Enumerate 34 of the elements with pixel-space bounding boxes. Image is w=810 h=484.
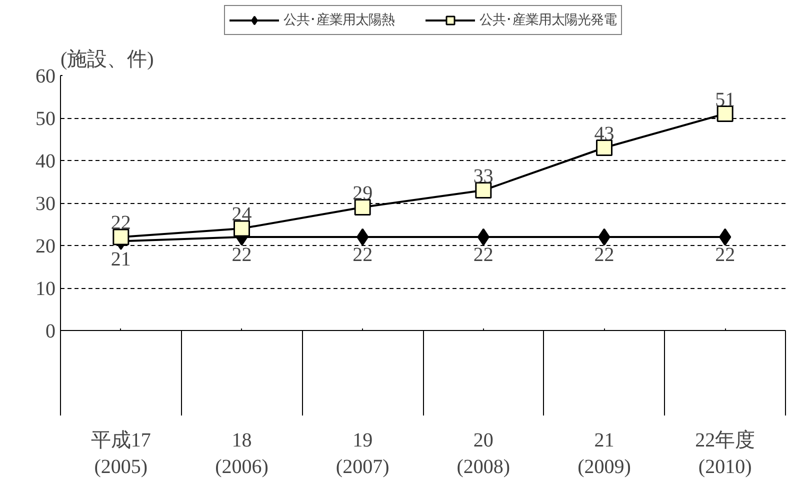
point [475, 182, 492, 198]
x-tick-label: 19 (2007) [336, 430, 390, 478]
point [354, 199, 371, 216]
y-tick-label: 40 [36, 150, 56, 172]
legend-label: 公共･産業用太陽熱 [284, 11, 394, 29]
x-tick-label: 21 (2009) [578, 430, 631, 478]
data-label: 21 [110, 248, 131, 270]
point [716, 106, 734, 122]
legend-label: 公共･産業用太陽光発電 [480, 11, 616, 29]
x-tick-label: 22年度 (2010) [695, 430, 756, 478]
x-tick-label: 平成17 (2005) [90, 430, 151, 478]
data-label: 29 [352, 182, 373, 204]
data-label: 22 [110, 212, 131, 234]
point [112, 228, 130, 246]
data-label: 43 [594, 122, 614, 145]
data-label: 51 [715, 88, 736, 111]
y-tick-label: 50 [36, 108, 56, 130]
data-label: 22 [352, 244, 373, 266]
y-tick-label: 10 [36, 278, 56, 300]
y-axis-title: (施設、件) [60, 48, 154, 70]
x-tick-label: 20 (2008) [456, 430, 510, 478]
point [234, 220, 250, 237]
y-tick-label: 20 [36, 236, 56, 258]
y-tick-label: 0 [46, 320, 56, 342]
y-tick-label: 30 [36, 193, 56, 215]
data-label: 22 [232, 244, 252, 266]
x-tick-label: 18 (2006) [215, 430, 268, 478]
data-label: 22 [473, 244, 494, 266]
y-tick-label: 60 [36, 66, 56, 88]
data-label: 33 [473, 165, 494, 188]
data-label: 24 [232, 204, 252, 226]
data-label: 22 [715, 244, 736, 266]
data-label: 22 [594, 244, 614, 266]
point [596, 140, 612, 156]
